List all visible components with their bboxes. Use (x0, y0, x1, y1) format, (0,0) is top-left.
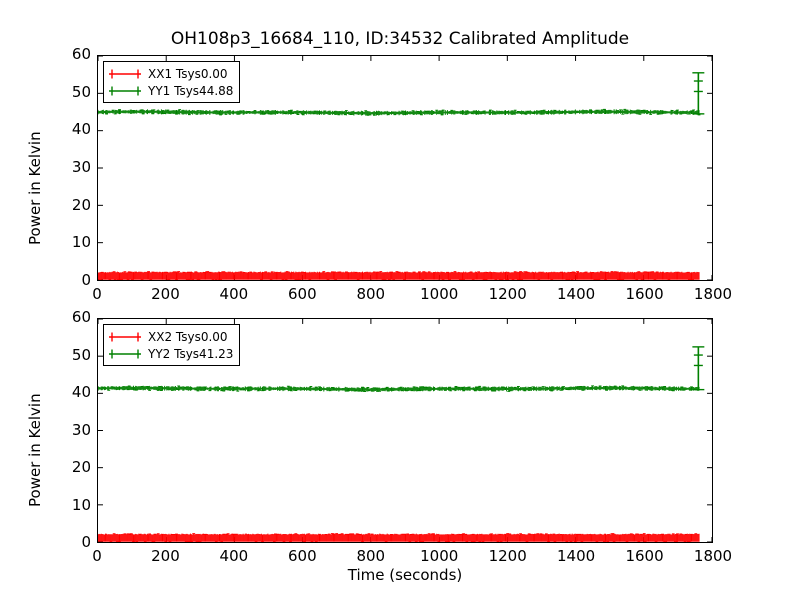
plot-area-top (98, 56, 712, 280)
y-tick-label: 0 (81, 533, 91, 551)
x-tick-label: 400 (219, 547, 249, 565)
x-tick-label: 400 (219, 285, 249, 303)
legend-sample-yy2 (109, 349, 141, 358)
legend-bottom[interactable]: XX2 Tsys0.00 YY2 Tsys41.23 (103, 324, 241, 366)
y-tick-label: 50 (71, 82, 91, 101)
x-tick-label: 0 (92, 547, 102, 565)
legend-label-xx2: XX2 Tsys0.00 (148, 329, 228, 344)
x-tick-label: 800 (356, 285, 386, 303)
legend-label-yy1: YY1 Tsys44.88 (148, 83, 234, 98)
y-axis-label-bottom: Power in Kelvin (26, 393, 44, 507)
legend-entry-xx2: XX2 Tsys0.00 (108, 328, 233, 345)
x-tick-label: 600 (288, 547, 317, 565)
x-tick-label: 1400 (557, 285, 596, 303)
x-tick-label: 1200 (488, 547, 527, 565)
legend-sample-xx1 (109, 69, 141, 78)
legend-entry-yy1: YY1 Tsys44.88 (108, 82, 233, 99)
y-tick-label: 30 (71, 158, 91, 176)
x-tick-label: 1400 (557, 547, 596, 565)
y-tick-label: 30 (71, 420, 91, 439)
x-tick-label: 200 (151, 547, 180, 565)
y-tick-label: 60 (71, 308, 91, 326)
x-tick-label: 1000 (420, 285, 459, 303)
legend-label-xx1: XX1 Tsys0.00 (148, 66, 228, 81)
x-tick-label: 200 (151, 285, 180, 303)
x-tick-label: 1600 (625, 285, 664, 303)
x-tick-label: 800 (356, 547, 386, 565)
x-tick-label: 600 (288, 285, 317, 303)
x-tick-label: 1200 (488, 285, 527, 303)
legend-entry-yy2: YY2 Tsys41.23 (108, 345, 233, 362)
x-tick-label: 1800 (693, 547, 733, 565)
x-tick-label: 1000 (420, 547, 459, 565)
legend-top[interactable]: XX1 Tsys0.00 YY1 Tsys44.88 (103, 61, 241, 103)
y-tick-label: 0 (81, 271, 91, 289)
x-tick-label: 1600 (625, 547, 664, 565)
y-tick-label: 20 (71, 195, 91, 214)
legend-sample-xx2 (109, 332, 141, 341)
x-axis-label-bottom: Time (seconds) (347, 566, 463, 584)
page-title: OH108p3_16684_110, ID:34532 Calibrated A… (170, 29, 630, 49)
plot-panel-bottom[interactable]: XX2 Tsys0.00 YY2 Tsys41.23 (97, 318, 713, 543)
plot-area-bottom (98, 319, 712, 542)
y-tick-label: 50 (71, 345, 91, 364)
y-tick-label: 40 (71, 383, 91, 401)
x-tick-label: 0 (92, 285, 102, 303)
y-tick-label: 10 (71, 233, 91, 252)
legend-label-yy2: YY2 Tsys41.23 (148, 346, 234, 361)
y-tick-label: 10 (71, 495, 91, 514)
y-tick-label: 60 (71, 45, 91, 63)
y-tick-label: 40 (71, 120, 91, 139)
legend-entry-xx1: XX1 Tsys0.00 (108, 65, 233, 82)
x-tick-label: 1800 (693, 285, 733, 303)
plot-panel-top[interactable]: XX1 Tsys0.00 YY1 Tsys44.88 (97, 55, 713, 281)
y-axis-label-top: Power in Kelvin (26, 131, 44, 245)
y-tick-label: 20 (71, 458, 91, 476)
legend-sample-yy1 (109, 86, 141, 95)
